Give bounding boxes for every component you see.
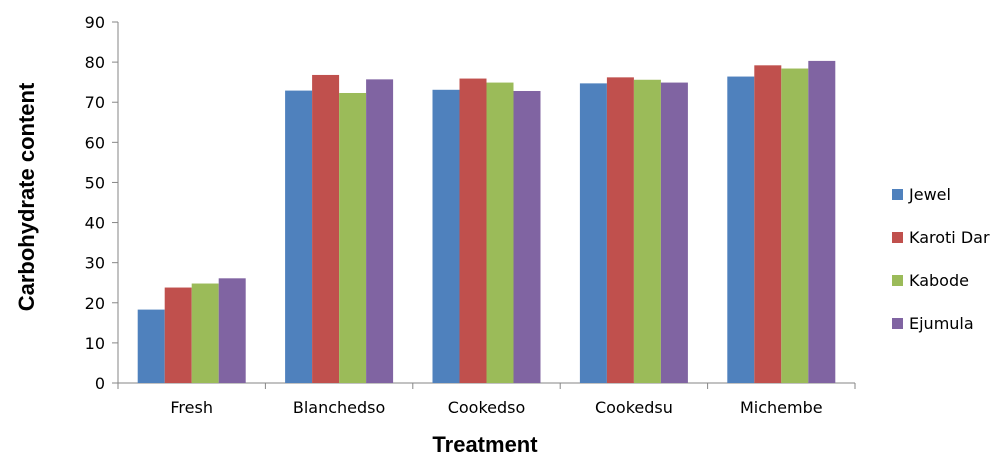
- x-axis: Fresh Blanchedso Cookedso Cookedsu Michembe: [117, 382, 856, 417]
- bar: [660, 82, 688, 383]
- bar: [339, 92, 367, 383]
- legend-label: Kabode: [909, 271, 969, 290]
- x-tick-label: Fresh: [170, 398, 213, 417]
- bar: [781, 68, 809, 383]
- bars: [137, 60, 836, 384]
- x-tick-label: Michembe: [740, 398, 823, 417]
- bar: [285, 90, 313, 383]
- y-tick-label: 90: [85, 13, 105, 32]
- y-tick-label: 40: [85, 214, 105, 233]
- legend-swatch: [892, 232, 903, 243]
- bar: [164, 287, 192, 383]
- x-tick-label: Cookedsu: [595, 398, 673, 417]
- bar: [513, 90, 541, 383]
- bar: [312, 74, 340, 384]
- y-tick-label: 10: [85, 334, 105, 353]
- y-tick-label: 50: [85, 173, 105, 192]
- bar: [606, 77, 634, 383]
- x-axis-title: Treatment: [432, 432, 538, 457]
- legend-swatch: [892, 275, 903, 286]
- bar: [218, 278, 246, 383]
- bar: [727, 76, 755, 383]
- legend-label: Ejumula: [909, 314, 974, 333]
- legend: Jewel Karoti Dar Kabode Ejumula: [892, 185, 990, 333]
- x-tick-label: Blanchedso: [293, 398, 385, 417]
- x-tick-label: Cookedso: [448, 398, 526, 417]
- y-tick-label: 30: [85, 254, 105, 273]
- bar: [137, 309, 165, 383]
- y-tick-label: 60: [85, 133, 105, 152]
- bar: [459, 78, 487, 383]
- legend-label: Jewel: [908, 185, 951, 204]
- y-tick-label: 80: [85, 53, 105, 72]
- y-tick-label: 0: [95, 374, 105, 393]
- y-tick-label: 20: [85, 294, 105, 313]
- legend-swatch: [892, 318, 903, 329]
- legend-swatch: [892, 189, 903, 200]
- y-axis: 0 10 20 30 40 50 60 70 80 90: [85, 13, 119, 393]
- bar: [633, 79, 661, 383]
- bar: [754, 65, 782, 383]
- legend-label: Karoti Dar: [909, 228, 990, 247]
- bar: [579, 83, 607, 384]
- bar: [808, 60, 836, 383]
- bar: [191, 283, 219, 383]
- bar: [432, 89, 460, 383]
- bar: [486, 82, 514, 383]
- bar: [366, 79, 394, 383]
- y-tick-label: 70: [85, 93, 105, 112]
- y-axis-title: Carbohydrate content: [14, 82, 39, 311]
